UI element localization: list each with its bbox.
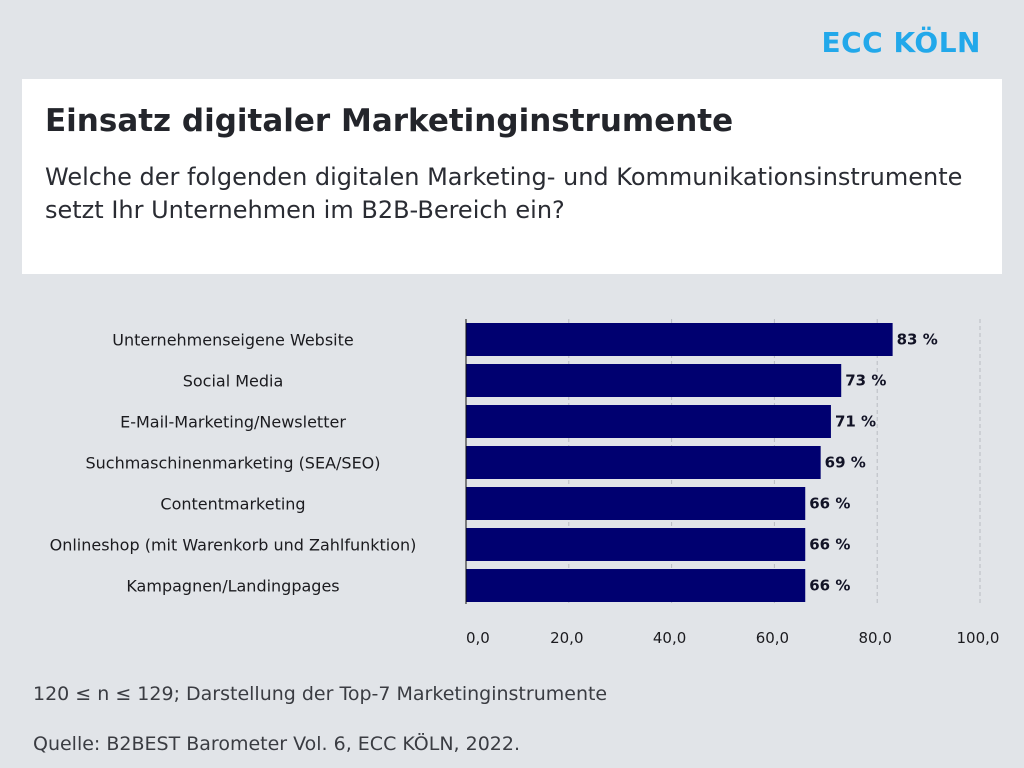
- value-labels: 83 % 73 % 71 % 69 % 66 % 66 % 66 %: [809, 331, 938, 595]
- bar: [466, 364, 842, 397]
- bar-value-label: 71 %: [835, 413, 876, 431]
- x-axis-tick-labels: 0,0 20,0 40,0 60,0 80,0 100,0: [466, 629, 999, 647]
- category-label: Suchmaschinenmarketing (SEA/SEO): [85, 454, 380, 473]
- x-tick-label: 100,0: [957, 629, 1000, 647]
- category-label: E-Mail-Marketing/Newsletter: [120, 413, 346, 432]
- category-label: Onlineshop (mit Warenkorb und Zahlfunkti…: [50, 536, 417, 555]
- bar: [466, 528, 806, 561]
- category-label: Contentmarketing: [160, 495, 305, 514]
- bar-value-label: 73 %: [845, 372, 886, 390]
- ecc-koeln-logo: ECC KÖLN: [821, 26, 981, 59]
- bars: [466, 323, 893, 602]
- bar-value-label: 66 %: [809, 577, 850, 595]
- bar-value-label: 69 %: [825, 454, 866, 472]
- chart-title: Einsatz digitaler Marketinginstrumente: [45, 103, 734, 139]
- bar: [466, 446, 821, 479]
- x-tick-label: 20,0: [550, 629, 583, 647]
- x-tick-label: 80,0: [858, 629, 891, 647]
- category-labels: Unternehmenseigene Website Social Media E-…: [50, 331, 417, 596]
- sample-size-note: 120 ≤ n ≤ 129; Darstellung der Top-7 Mar…: [33, 683, 608, 705]
- bar-value-label: 83 %: [897, 331, 938, 349]
- category-label: Kampagnen/Landingpages: [126, 577, 339, 596]
- bar-chart: Unternehmenseigene Website Social Media E-…: [50, 319, 999, 647]
- bar-value-label: 66 %: [809, 536, 850, 554]
- x-tick-label: 40,0: [653, 629, 686, 647]
- x-tick-label: 60,0: [756, 629, 789, 647]
- bar: [466, 405, 831, 438]
- bar: [466, 323, 893, 356]
- x-tick-label: 0,0: [466, 629, 490, 647]
- bar-value-label: 66 %: [809, 495, 850, 513]
- bar: [466, 569, 806, 602]
- header-card: Einsatz digitaler Marketinginstrumente W…: [22, 79, 1002, 274]
- chart-question: Welche der folgenden digitalen Marketing…: [45, 163, 963, 224]
- source-note: Quelle: B2BEST Barometer Vol. 6, ECC KÖL…: [33, 733, 521, 755]
- bar: [466, 487, 806, 520]
- category-label: Unternehmenseigene Website: [112, 331, 353, 350]
- category-label: Social Media: [183, 372, 284, 391]
